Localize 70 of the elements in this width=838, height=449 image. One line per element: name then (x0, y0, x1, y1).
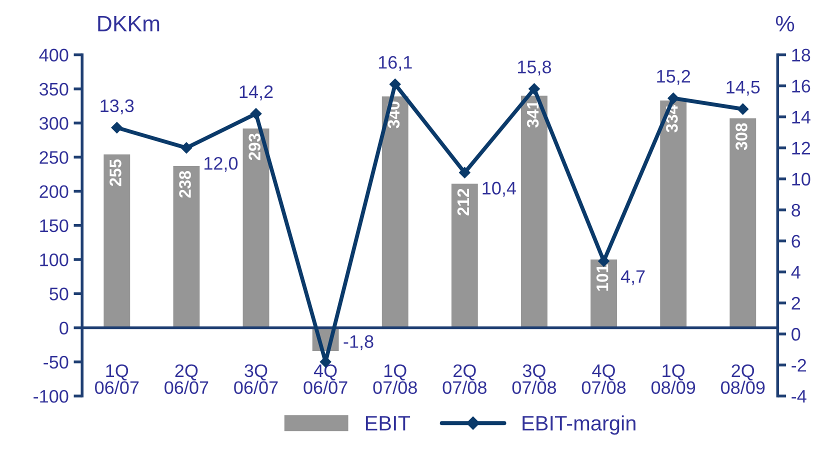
y2-tick-label: -4 (792, 390, 806, 403)
y-axis-title: DKKm (98, 16, 160, 32)
point (250, 108, 262, 120)
bar (450, 182, 480, 328)
data-label: 13,3 (100, 99, 134, 114)
data-label: 12,0 (204, 156, 238, 172)
data-label: 341 (526, 100, 539, 128)
y2-tick-label: 4 (791, 266, 800, 278)
legend-label: EBIT-margin (522, 415, 636, 435)
y-tick-label: 150 (40, 219, 68, 232)
point (180, 142, 192, 154)
x-tick-label: 2Q 06/07 (164, 364, 208, 394)
point (667, 92, 680, 104)
bar (241, 127, 271, 328)
x-tick-label: 1Q 06/07 (95, 364, 139, 394)
x-tick-label: 4Q 07/08 (582, 364, 626, 394)
x-tick-label: 2Q 08/09 (721, 364, 765, 394)
y2-tick-label: -2 (792, 358, 806, 372)
data-label: 238 (179, 170, 191, 198)
bar (102, 153, 132, 328)
y2-tick-label: 6 (792, 234, 800, 248)
legend-label: EBIT (366, 416, 410, 430)
y-tick-label: 300 (39, 116, 68, 130)
data-label: 10,4 (482, 182, 516, 197)
data-label: 16,1 (378, 56, 412, 71)
data-label: 15,8 (518, 60, 552, 76)
x-tick-label: 1Q 07/08 (373, 364, 417, 394)
data-label: 255 (110, 159, 122, 186)
x-tick-label: 4Q 06/07 (304, 364, 348, 394)
y-tick-label: 0 (60, 322, 68, 334)
data-label: 308 (736, 123, 748, 150)
bar (728, 116, 758, 328)
y2-tick-label: 8 (792, 204, 800, 217)
bar (658, 99, 688, 328)
y2-tick-label: 14 (792, 110, 810, 124)
y2-tick-label: 0 (792, 328, 800, 341)
data-label: 14,2 (240, 85, 273, 100)
y-tick-label: 350 (39, 82, 68, 96)
data-label: 212 (457, 188, 469, 216)
y2-tick-label: 2 (792, 296, 800, 310)
bar (380, 95, 410, 328)
y-tick-label: 250 (40, 151, 68, 164)
x-tick-label: 3Q 06/07 (234, 364, 278, 394)
point (389, 78, 402, 90)
y-tick-label: 400 (39, 48, 68, 62)
data-label: 15,2 (657, 70, 690, 85)
data-label: 293 (248, 134, 261, 160)
data-label: 4,7 (620, 270, 645, 286)
y-tick-label: -100 (34, 390, 68, 403)
data-label: 14,5 (726, 80, 760, 96)
point (111, 122, 123, 134)
point (528, 83, 540, 95)
y-tick-label: 200 (40, 185, 68, 198)
x-tick-label: 2Q 07/08 (442, 364, 486, 394)
y2-tick-label: 12 (792, 142, 810, 154)
y-tick-label: 100 (40, 253, 68, 266)
y2-tick-label: 16 (792, 80, 810, 93)
bar (520, 94, 549, 328)
y-tick-label: 50 (50, 288, 68, 300)
data-label: 101 (596, 264, 608, 291)
bar (172, 164, 202, 328)
y-tick-label: -50 (44, 356, 68, 369)
y2-tick-label: 10 (792, 172, 810, 186)
y2-tick-label: 18 (792, 48, 810, 62)
data-label: -1,8 (344, 335, 374, 350)
point (458, 166, 471, 179)
x-tick-label: 1Q 08/09 (651, 364, 696, 394)
x-tick-label: 3Q 07/08 (512, 364, 556, 394)
point (736, 103, 749, 115)
y2-axis-title: % (776, 16, 794, 32)
